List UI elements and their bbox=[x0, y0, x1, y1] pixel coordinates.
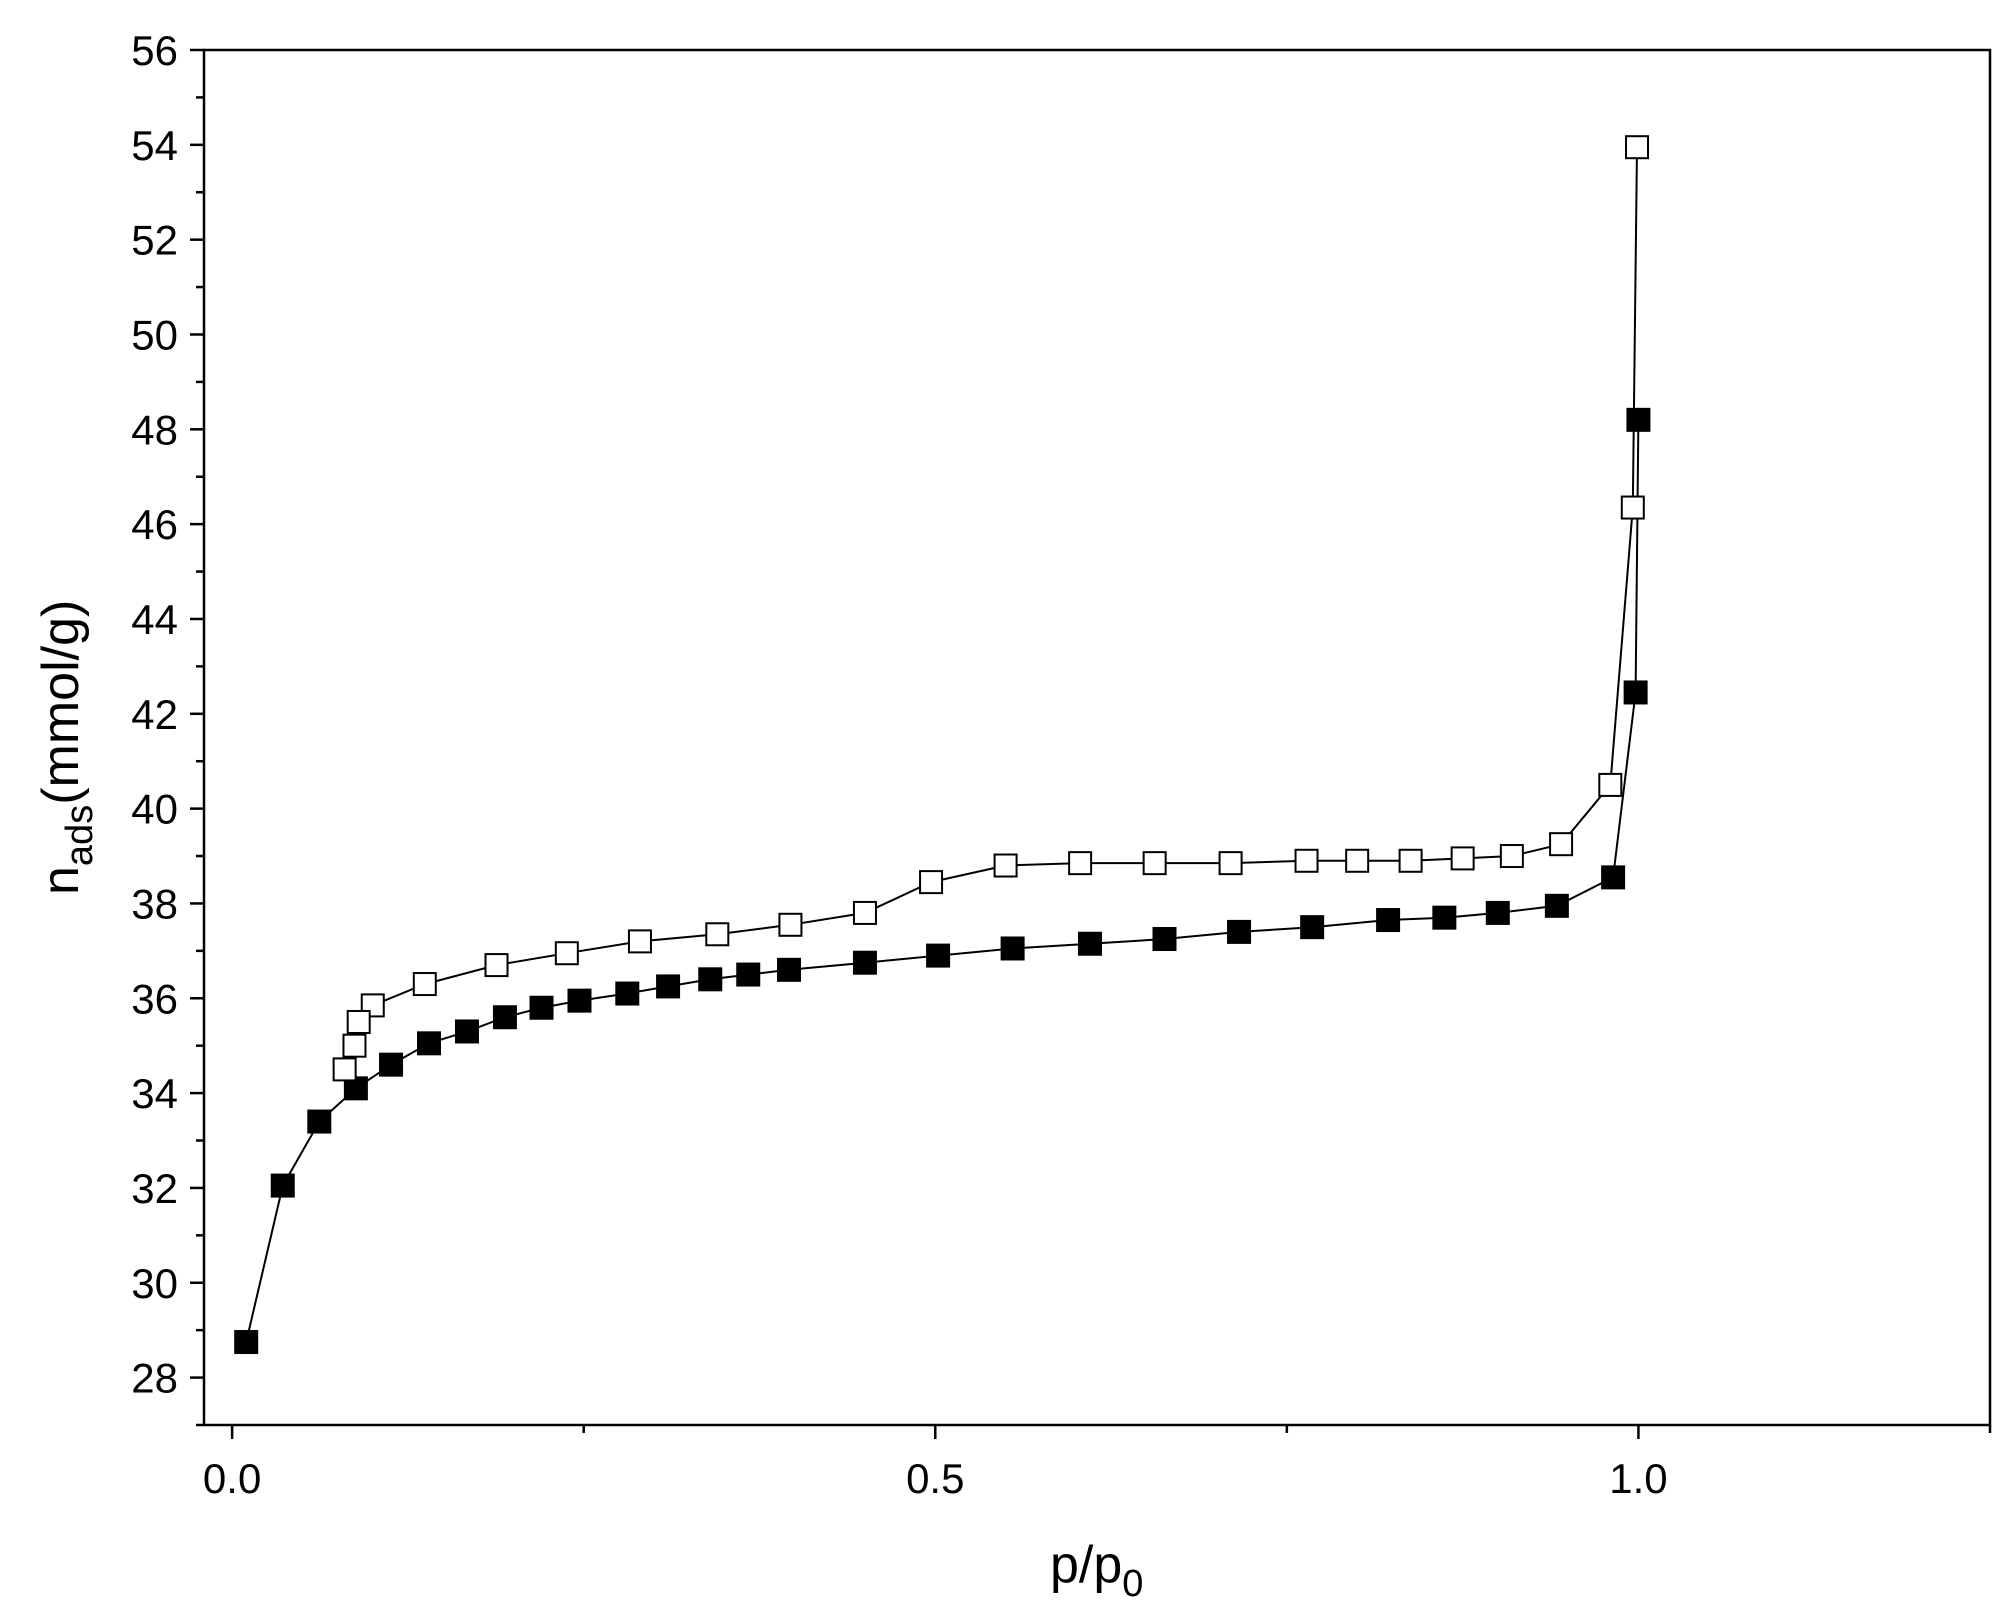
y-tick-label: 36 bbox=[131, 975, 178, 1022]
open-square-marker bbox=[1549, 832, 1574, 857]
open-square-marker bbox=[627, 929, 652, 954]
open-square-marker bbox=[342, 1033, 367, 1058]
filled-square-marker bbox=[1485, 900, 1510, 925]
x-tick-label: 0.0 bbox=[203, 1455, 261, 1502]
x-axis-title-main: p/p bbox=[1050, 1536, 1122, 1594]
open-square-marker bbox=[852, 900, 877, 925]
open-square-marker bbox=[1499, 844, 1524, 869]
y-tick-label: 50 bbox=[131, 311, 178, 358]
filled-square-marker bbox=[379, 1052, 404, 1077]
open-square-marker bbox=[1598, 772, 1623, 797]
filled-square-marker bbox=[1300, 915, 1325, 940]
open-square-marker bbox=[412, 972, 437, 997]
filled-square-marker bbox=[1152, 927, 1177, 952]
filled-square-marker bbox=[1601, 865, 1626, 890]
filled-square-marker bbox=[615, 981, 640, 1006]
y-tick-label: 30 bbox=[131, 1260, 178, 1307]
y-axis-title-subscript: ads bbox=[59, 805, 101, 866]
filled-square-marker bbox=[926, 943, 951, 968]
filled-square-marker bbox=[1000, 936, 1025, 961]
y-axis-title: nads(mmol/g) bbox=[32, 600, 101, 895]
y-axis-title-unit: (mmol/g) bbox=[32, 600, 90, 805]
open-square-marker bbox=[1218, 851, 1243, 876]
series-markers bbox=[234, 135, 1651, 1355]
filled-square-marker bbox=[567, 988, 592, 1013]
open-square-marker bbox=[1142, 851, 1167, 876]
filled-square-marker bbox=[736, 962, 761, 987]
y-tick-label: 38 bbox=[131, 880, 178, 927]
open-square-marker bbox=[1294, 848, 1319, 873]
y-tick-label: 40 bbox=[131, 786, 178, 833]
open-square-marker bbox=[1345, 848, 1370, 873]
y-tick-label: 52 bbox=[131, 217, 178, 264]
open-square-marker bbox=[1625, 135, 1650, 160]
filled-square-marker bbox=[1077, 931, 1102, 956]
filled-square-marker bbox=[529, 995, 554, 1020]
filled-square-marker bbox=[492, 1005, 517, 1030]
open-square-marker bbox=[993, 853, 1018, 878]
open-square-marker bbox=[346, 1009, 371, 1034]
y-tick-label: 42 bbox=[131, 691, 178, 738]
x-axis-title-subscript: 0 bbox=[1122, 1563, 1143, 1605]
open-square-marker bbox=[778, 912, 803, 937]
open-square-marker bbox=[1068, 851, 1093, 876]
filled-square-marker bbox=[1376, 908, 1401, 933]
x-tick-label: 1.0 bbox=[1609, 1455, 1667, 1502]
filled-square-marker bbox=[1623, 680, 1648, 705]
filled-square-marker bbox=[777, 957, 802, 982]
x-axis-title: p/p0 bbox=[1050, 1536, 1143, 1605]
y-tick-label: 54 bbox=[131, 122, 178, 169]
y-axis-title-main: n bbox=[32, 866, 90, 895]
open-square-marker bbox=[1398, 848, 1423, 873]
filled-square-marker bbox=[1544, 893, 1569, 918]
open-square-marker bbox=[919, 870, 944, 895]
filled-square-marker bbox=[270, 1173, 295, 1198]
x-tick-label: 0.5 bbox=[906, 1455, 964, 1502]
y-tick-label: 48 bbox=[131, 406, 178, 453]
y-tick-label: 56 bbox=[131, 27, 178, 74]
filled-square-marker bbox=[417, 1031, 442, 1056]
open-square-marker bbox=[332, 1057, 357, 1082]
filled-square-marker bbox=[307, 1109, 332, 1134]
filled-square-marker bbox=[234, 1330, 259, 1355]
filled-square-marker bbox=[698, 967, 723, 992]
series-2-line bbox=[343, 147, 1638, 1070]
series-lines bbox=[245, 147, 1640, 1343]
y-axis: 28 30 32 34 36 38 40 42 44 46 48 50 52 54 56 bbox=[131, 27, 204, 1427]
y-tick-label: 46 bbox=[131, 501, 178, 548]
y-tick-label: 28 bbox=[131, 1355, 178, 1402]
open-square-marker bbox=[705, 922, 730, 947]
open-square-marker bbox=[1620, 495, 1645, 520]
plot-frame bbox=[202, 48, 1992, 1427]
y-tick-label: 44 bbox=[131, 596, 178, 643]
open-square-marker bbox=[484, 953, 509, 978]
open-square-marker bbox=[554, 941, 579, 966]
x-axis: 0.0 0.5 1.0 bbox=[203, 1425, 1992, 1502]
filled-square-marker bbox=[1432, 905, 1457, 930]
filled-square-marker bbox=[1626, 407, 1651, 432]
y-tick-label: 34 bbox=[131, 1070, 178, 1117]
open-square-marker bbox=[1450, 846, 1475, 871]
filled-square-marker bbox=[656, 974, 681, 999]
filled-square-marker bbox=[852, 950, 877, 975]
filled-square-marker bbox=[1227, 919, 1252, 944]
filled-square-marker bbox=[454, 1019, 479, 1044]
y-tick-label: 32 bbox=[131, 1165, 178, 1212]
